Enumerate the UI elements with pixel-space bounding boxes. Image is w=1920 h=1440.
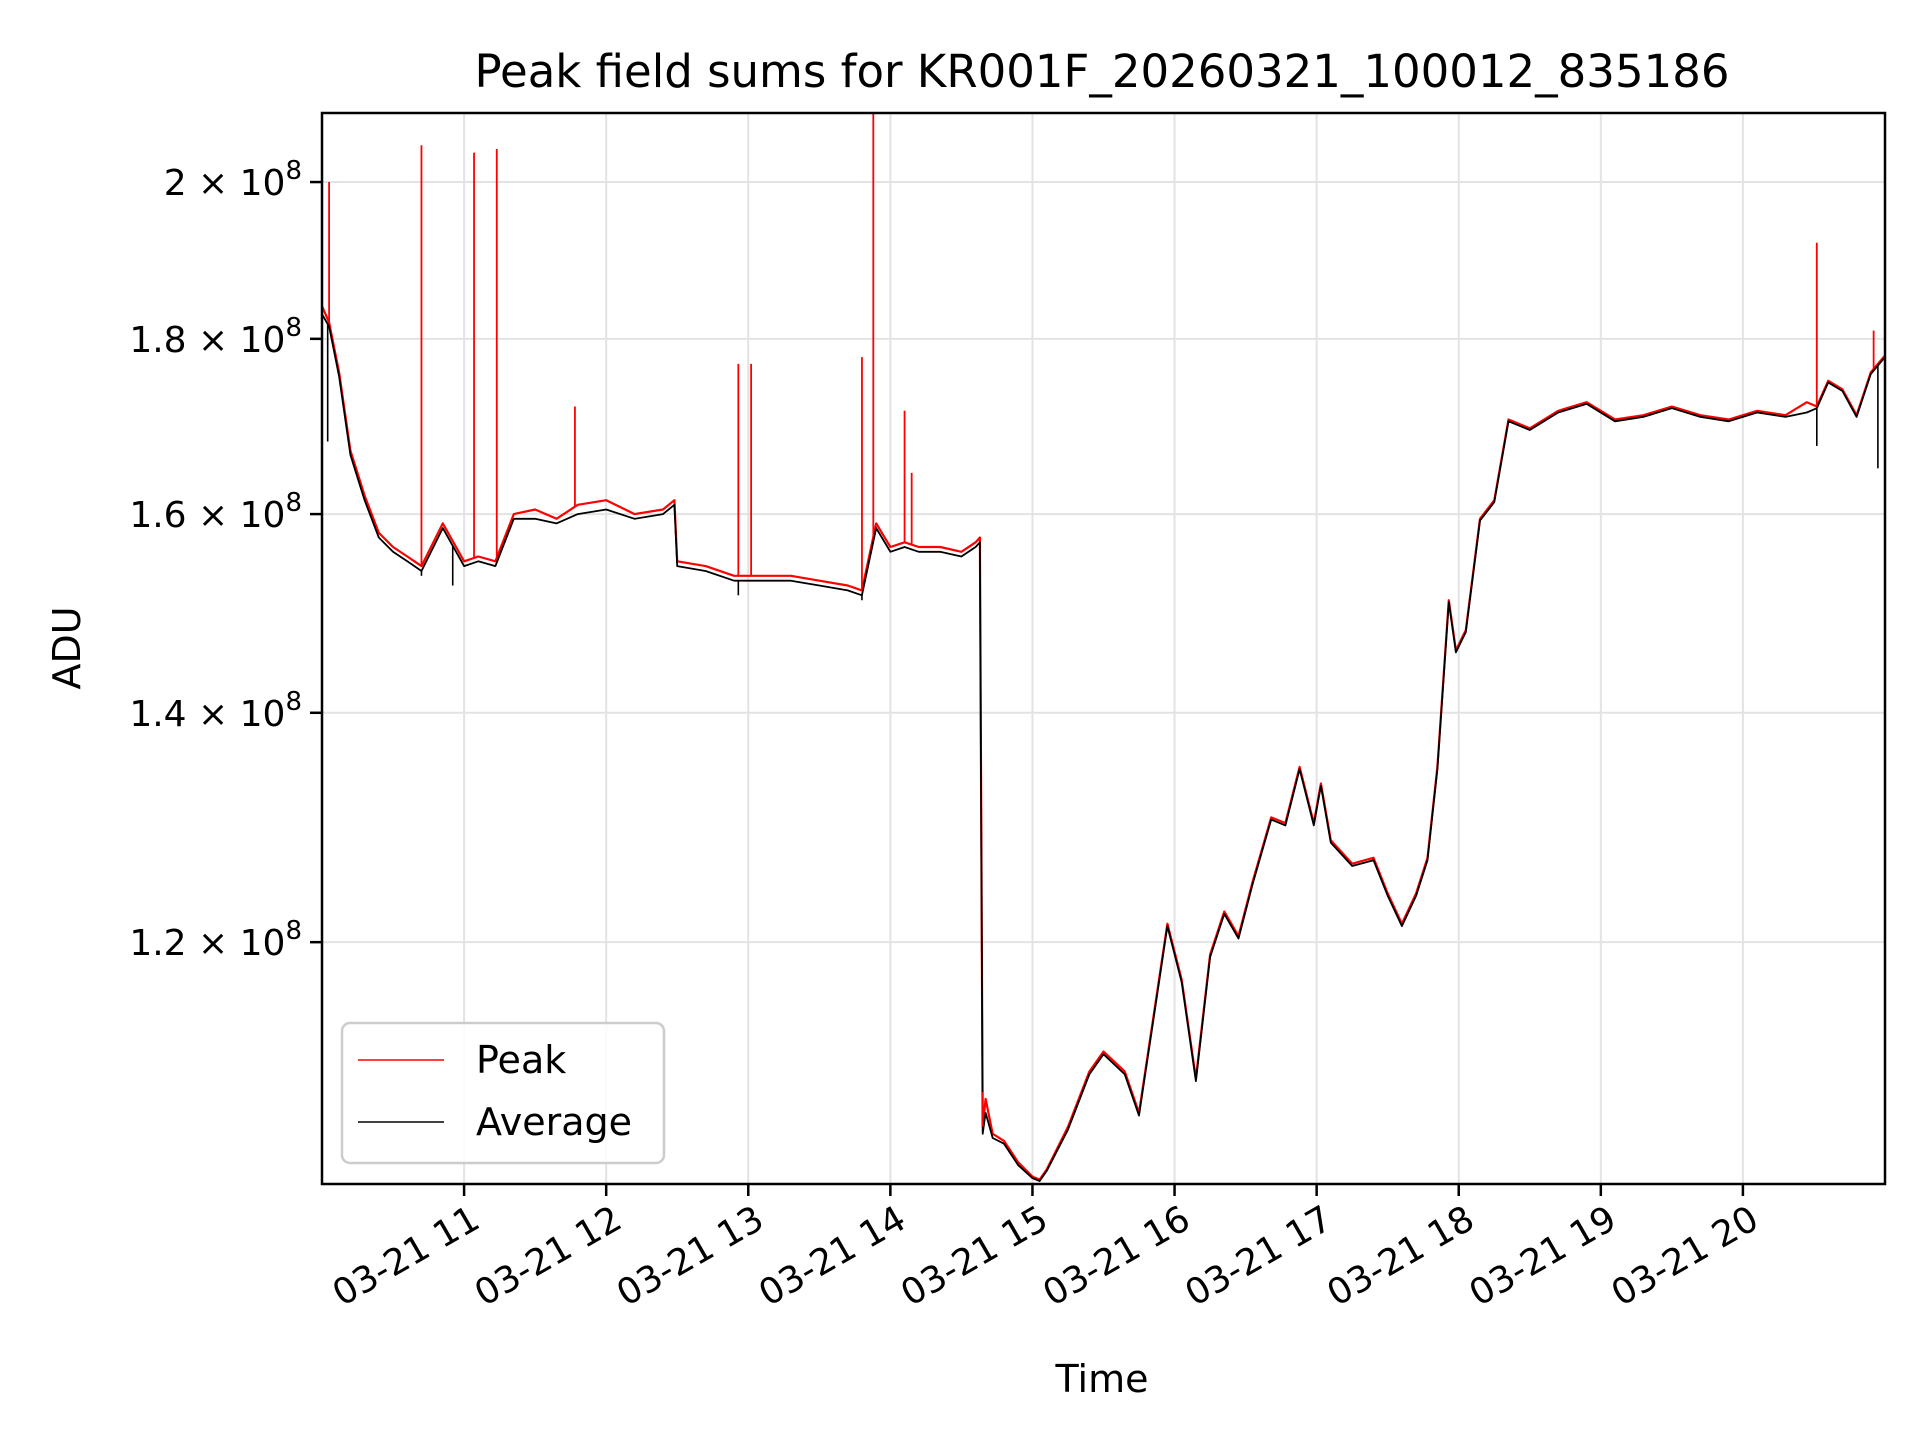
y-tick-label: 1.2 × 108 (129, 916, 302, 964)
y-tick-label: 1.4 × 108 (129, 687, 302, 735)
x-axis-label: Time (1055, 1357, 1149, 1401)
series-layer (320, 113, 1886, 1182)
y-axis: 1.2 × 108 1.4 × 108 1.6 × 108 1.8 × 108 2 × … (129, 156, 322, 964)
y-tick-label: 2 × 108 (164, 156, 302, 204)
legend-box (340, 1021, 666, 1165)
y-axis-label: ADU (45, 606, 89, 689)
legend-label-peak: Peak (476, 1038, 566, 1082)
legend-label-average: Average (476, 1100, 632, 1144)
y-tick-label: 1.6 × 108 (129, 488, 302, 536)
legend: Peak Average (340, 1021, 666, 1165)
grid-layer (322, 113, 1885, 1184)
peak-series-line (320, 305, 1886, 1181)
chart-title: Peak field sums for KR001F_20260321_1000… (475, 45, 1730, 98)
plot-frame (320, 111, 1887, 1186)
average-series-line (321, 313, 1886, 1182)
y-tick-label: 1.8 × 108 (129, 313, 302, 361)
